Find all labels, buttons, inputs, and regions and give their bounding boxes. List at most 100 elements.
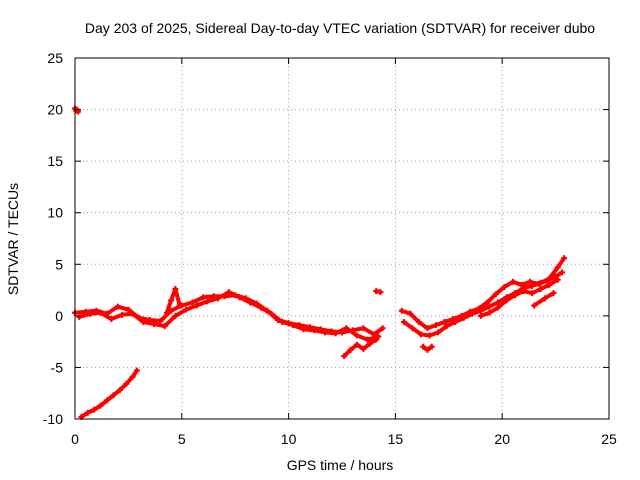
data-point	[492, 291, 499, 298]
data-point	[531, 302, 538, 309]
data-point	[518, 281, 525, 288]
data-point	[484, 299, 491, 306]
data-point	[116, 387, 123, 394]
data-point	[503, 297, 510, 304]
data-point	[424, 325, 431, 332]
data-point	[494, 299, 501, 306]
data-point	[546, 281, 553, 288]
data-point	[236, 294, 243, 301]
data-point	[215, 295, 222, 302]
y-tick-labels: -10 -5 0 5 10 15 20 25	[43, 50, 63, 427]
data-point	[486, 303, 493, 310]
data-point	[512, 292, 519, 299]
data-point	[225, 289, 232, 296]
data-points	[72, 105, 568, 420]
data-point	[477, 312, 484, 319]
y-tick-label: 5	[55, 256, 63, 272]
axis-ticks	[74, 57, 610, 420]
data-point	[415, 319, 422, 326]
data-point	[428, 343, 435, 350]
data-point	[193, 302, 200, 309]
data-point	[332, 330, 339, 337]
data-point	[426, 332, 433, 339]
data-point	[366, 340, 373, 347]
data-point	[311, 327, 318, 334]
data-point	[554, 264, 561, 271]
data-point	[546, 275, 553, 282]
data-point	[364, 336, 371, 343]
series-trace	[79, 368, 139, 419]
data-point	[183, 306, 190, 313]
data-point	[541, 295, 548, 302]
series-main-trace-b	[76, 289, 382, 343]
series-trace	[342, 337, 379, 359]
data-point	[398, 307, 405, 314]
series-low-ramp	[78, 367, 140, 420]
data-point	[108, 315, 115, 322]
data-point	[91, 406, 98, 413]
data-point	[189, 299, 196, 306]
data-point	[469, 310, 476, 317]
y-tick-label: 15	[47, 153, 63, 169]
data-point	[118, 311, 125, 318]
data-point	[509, 278, 516, 285]
y-tick-label: -10	[43, 411, 63, 427]
series-late-trace-b	[400, 255, 568, 339]
data-point	[353, 341, 360, 348]
data-point	[373, 336, 380, 343]
data-point	[279, 319, 286, 326]
data-point	[520, 288, 527, 295]
data-point	[375, 333, 382, 340]
y-tick-label: 25	[47, 50, 63, 66]
data-point	[140, 319, 147, 326]
data-point	[373, 288, 380, 295]
data-point	[409, 325, 416, 332]
data-point	[432, 322, 439, 329]
series-late-spikes	[531, 290, 557, 309]
x-tick-label: 10	[281, 431, 297, 447]
data-point	[407, 310, 414, 317]
y-tick-label: 20	[47, 102, 63, 118]
data-point	[420, 343, 427, 350]
plot-frame	[74, 57, 610, 420]
data-point	[125, 306, 132, 313]
data-point	[341, 353, 348, 360]
data-point	[97, 402, 104, 409]
data-point	[552, 273, 559, 280]
data-point	[133, 367, 140, 374]
chart-title: Day 203 of 2025, Sidereal Day-to-day VTE…	[85, 20, 595, 36]
data-point	[486, 309, 493, 316]
data-point	[321, 329, 328, 336]
data-point	[163, 309, 170, 316]
data-point	[441, 319, 448, 326]
data-point	[353, 332, 360, 339]
series-isolated-point	[373, 288, 384, 296]
data-point	[97, 309, 104, 316]
data-point	[400, 319, 407, 326]
data-point	[360, 325, 367, 332]
data-point	[418, 331, 425, 338]
data-point	[537, 279, 544, 286]
data-point	[526, 278, 533, 285]
data-point	[129, 373, 136, 380]
data-point	[161, 323, 168, 330]
data-point	[443, 323, 450, 330]
data-point	[172, 286, 179, 293]
x-tick-labels: 0 5 10 15 20 25	[71, 431, 617, 447]
data-point	[360, 345, 367, 352]
x-tick-label: 5	[178, 431, 186, 447]
data-point	[424, 346, 431, 353]
data-point	[247, 299, 254, 306]
data-point	[494, 304, 501, 311]
data-point	[550, 290, 557, 297]
series-trace	[399, 270, 564, 331]
data-point	[377, 289, 384, 296]
data-point	[452, 319, 459, 326]
data-point	[460, 314, 467, 321]
data-point	[110, 392, 117, 399]
data-point	[104, 397, 111, 404]
y-tick-label: -5	[51, 359, 64, 375]
data-point	[343, 325, 350, 332]
y-tick-label: 10	[47, 205, 63, 221]
data-point	[435, 329, 442, 336]
